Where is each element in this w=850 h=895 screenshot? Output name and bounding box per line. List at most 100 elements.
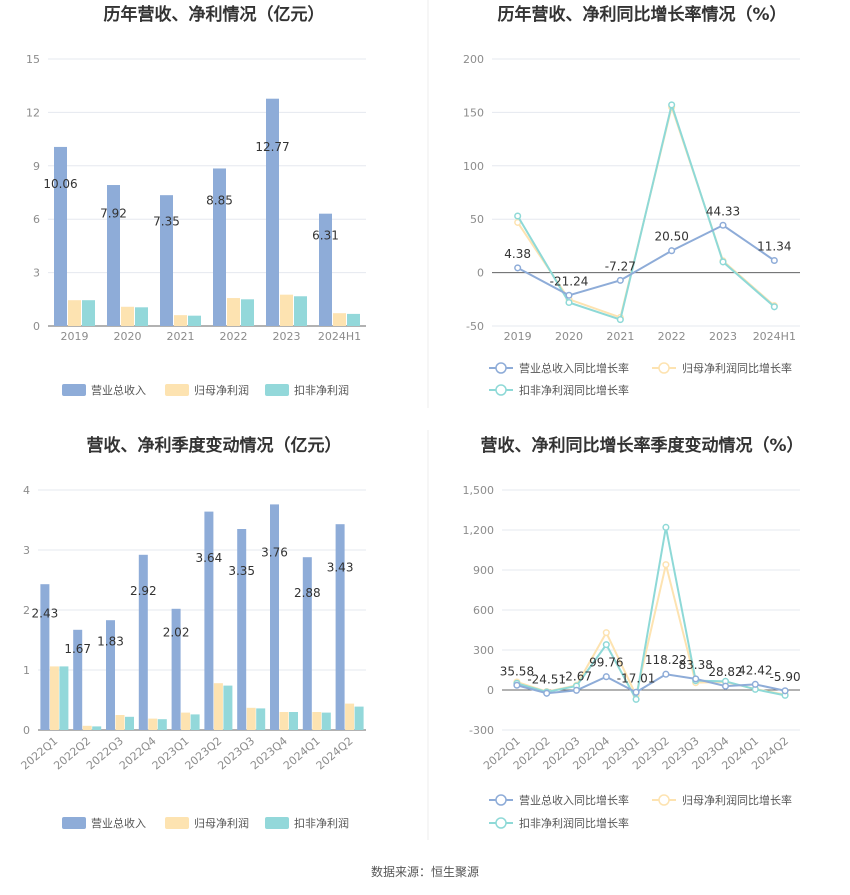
y-tick-label: 1,200: [463, 524, 495, 537]
y-tick-label: 3: [33, 267, 40, 280]
data-point: [668, 247, 676, 255]
data-point: [719, 258, 727, 266]
bar: [319, 213, 332, 326]
y-tick-label: 150: [463, 106, 484, 119]
data-label: 2.02: [163, 626, 190, 640]
series-line: [517, 224, 775, 297]
bar: [106, 620, 115, 730]
y-tick-label: 300: [473, 644, 494, 657]
bar: [270, 504, 279, 730]
bar: [241, 299, 254, 326]
y-tick-label: 9: [33, 160, 40, 173]
data-point: [662, 523, 670, 531]
y-tick-label: 15: [26, 53, 40, 66]
data-point: [719, 221, 727, 229]
data-label: 118.22: [645, 653, 687, 667]
x-tick-label: 2024Q2: [314, 734, 356, 772]
annual-growth-rate-chart: 历年营收、净利同比增长率情况（%） -50 0 50 100 150 200 2019 202…: [463, 4, 800, 397]
data-point: [565, 291, 573, 299]
y-tick-label: 0: [33, 320, 40, 333]
bar: [138, 554, 148, 730]
data-label: 2.92: [130, 584, 157, 598]
y-tick-label: 0: [487, 684, 494, 697]
data-point: [572, 686, 581, 694]
series-line: [516, 101, 775, 321]
data-label: 6.31: [312, 229, 339, 243]
data-label: 11.34: [757, 239, 791, 253]
bar: [174, 315, 187, 326]
legend-marker: [658, 794, 670, 806]
bar: [256, 708, 266, 730]
x-tick-label: 2024H1: [753, 330, 796, 343]
data-point: [781, 687, 789, 695]
data-label: -2.67: [561, 669, 592, 683]
chart-title: 历年营收、净利情况（亿元）: [104, 4, 325, 25]
data-label: 3.64: [196, 551, 223, 565]
data-label: 20.50: [654, 230, 688, 244]
y-tick-label: 0: [477, 267, 484, 280]
legend-label: 营业总收入同比增长率: [519, 361, 629, 375]
y-tick-label: 1: [23, 664, 30, 677]
bar: [82, 300, 95, 326]
chart-title: 营收、净利同比增长率季度变动情况（%）: [480, 435, 803, 456]
legend-marker: [495, 817, 507, 829]
bar: [59, 666, 69, 730]
data-point: [565, 298, 573, 307]
data-label: 3.76: [261, 545, 288, 559]
data-label: 44.33: [706, 204, 740, 218]
chart-title: 历年营收、净利同比增长率情况（%）: [497, 4, 786, 25]
bar: [266, 98, 279, 326]
bar: [237, 529, 247, 730]
series-line: [516, 673, 786, 695]
data-point: [513, 681, 521, 689]
bar: [190, 714, 200, 730]
data-point: [662, 670, 670, 678]
bar: [223, 685, 233, 730]
legend-label: 归母净利润同比增长率: [682, 793, 792, 807]
legend-marker: [495, 362, 507, 374]
x-tick-label: 2023: [273, 330, 301, 343]
data-label: 1.83: [97, 634, 124, 648]
bar: [294, 296, 307, 326]
legend-swatch: [265, 384, 289, 396]
y-tick-label: 4: [23, 484, 30, 497]
legend-label: 扣非净利润同比增长率: [519, 383, 629, 397]
bar: [321, 712, 331, 730]
y-tick-label: 0: [23, 724, 30, 737]
data-label: 8.85: [206, 194, 233, 208]
data-point: [770, 303, 778, 311]
bar: [54, 146, 67, 326]
bar: [73, 629, 83, 730]
data-label: 7.35: [153, 214, 180, 228]
y-tick-label: 12: [26, 106, 40, 119]
bar: [121, 306, 134, 326]
data-label: 1.67: [64, 642, 91, 656]
y-tick-label: 50: [470, 213, 484, 226]
bar: [157, 719, 167, 730]
bar: [345, 703, 355, 730]
bar: [213, 168, 226, 326]
bar: [312, 712, 322, 730]
bar: [333, 313, 346, 326]
data-label: 83.38: [679, 658, 713, 672]
legend-label: 扣非净利润: [294, 816, 349, 830]
legend-label: 归母净利润: [194, 816, 249, 830]
y-tick-label: -300: [469, 724, 494, 737]
bar: [40, 584, 50, 730]
data-label: 2.43: [32, 607, 59, 621]
data-label: 12.77: [255, 140, 289, 154]
bar: [68, 300, 81, 326]
legend-swatch: [62, 384, 86, 396]
bar: [82, 725, 92, 730]
bar: [125, 716, 134, 730]
bar: [335, 524, 345, 730]
bar: [204, 511, 214, 730]
data-point: [543, 689, 551, 697]
x-tick-label: 2020: [114, 330, 142, 343]
legend-swatch: [265, 817, 289, 829]
bar: [213, 683, 223, 730]
bar: [289, 712, 298, 730]
data-point: [668, 101, 676, 109]
bar: [347, 313, 360, 326]
x-tick-label: 2019: [504, 330, 532, 343]
